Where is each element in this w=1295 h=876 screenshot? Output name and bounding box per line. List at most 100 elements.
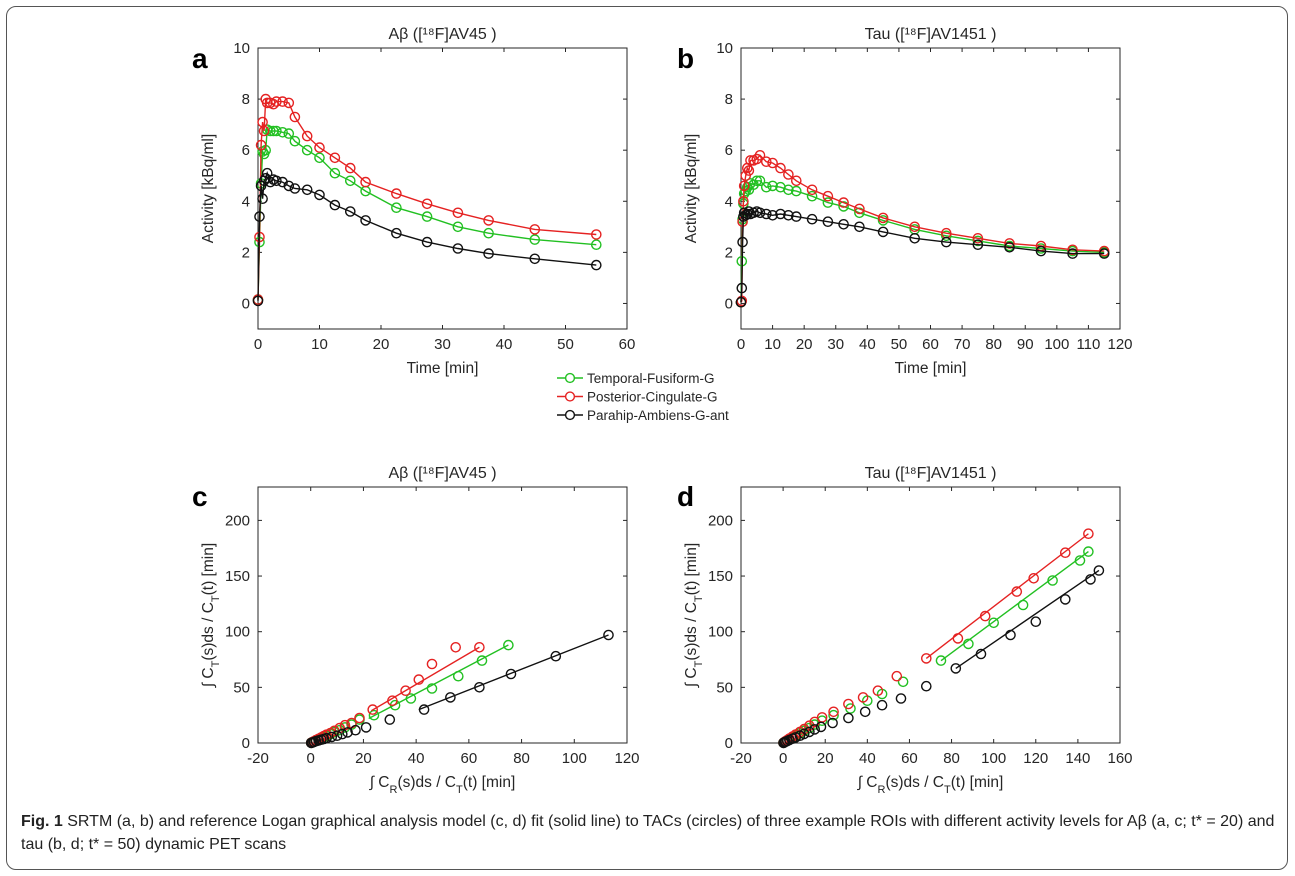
data-point [775,208,786,220]
series-line [740,180,1105,303]
data-point [843,698,854,710]
axes-box [257,486,628,744]
series-1 [735,149,1110,308]
panel-letter: a [192,43,208,74]
x-tick-label: 110 [1076,336,1100,353]
data-point [503,639,514,651]
data-point [421,198,433,210]
data-point [452,243,464,254]
data-point [450,642,462,653]
caption-label: Fig. 1 [21,813,63,830]
data-point [289,135,301,147]
data-point [271,96,282,107]
data-point [301,130,313,142]
axes-box [740,486,1121,744]
series-0 [252,124,602,305]
legend: Temporal-Fusiform-G Posterior-Cingulate-G… [557,371,729,423]
data-point [301,144,313,156]
data-point [529,224,541,235]
data-point [1093,565,1105,576]
data-point [822,197,834,208]
data-point [550,650,562,662]
data-point [909,232,921,244]
x-tick-label: 60 [461,750,478,767]
data-point [941,236,952,248]
x-tick-label: 0 [254,336,262,353]
y-tick-label: 2 [242,244,250,261]
data-point [257,193,268,204]
data-point [254,211,265,222]
data-point [1005,629,1016,641]
panel-letter: d [677,481,694,512]
data-point [474,642,485,653]
data-point [476,655,488,666]
data-point [1030,616,1042,628]
data-point [277,96,288,107]
legend-label: Parahip-Ambiens-G-ant [587,408,729,423]
data-point [426,683,438,694]
series-line [740,154,1105,303]
data-point [342,727,353,738]
legend-marker [564,391,576,402]
data-point [950,663,962,674]
y-tick-label: 150 [225,568,250,585]
data-point [1074,555,1086,566]
data-point [1017,599,1029,611]
data-point [775,162,786,174]
data-point [314,189,325,201]
x-tick-label: 100 [981,750,1006,767]
data-point [935,655,947,666]
data-point [271,125,282,137]
data-point [872,685,884,697]
data-point [329,167,341,179]
x-tick-label: 90 [1017,336,1034,353]
y-tick-label: 0 [242,735,250,752]
data-point [591,239,602,250]
data-point [387,695,398,707]
data-point [391,202,402,213]
data-point [264,176,276,188]
data-point [1098,248,1110,259]
data-point [258,125,270,137]
data-point [1004,241,1015,253]
data-point [735,296,747,308]
data-point [1067,248,1078,259]
data-point [897,676,909,688]
data-point [754,207,766,219]
data-point [791,175,802,187]
data-point [876,699,888,711]
x-tick-label: 40 [408,750,425,767]
data-point [334,722,346,734]
data-point [413,674,425,685]
x-tick-label: 40 [859,750,876,767]
fit-line [370,646,480,712]
fit-line [955,569,1100,670]
data-point [952,633,964,644]
chart-title: Tau ([¹⁸F]AV1451 ) [865,465,997,482]
series-2 [252,167,602,307]
data-point [277,127,288,138]
data-point [822,190,834,202]
x-axis-label: Time [min] [407,360,479,377]
data-point [1067,244,1078,256]
data-point [474,682,485,693]
x-tick-label: 0 [779,750,787,767]
data-point [1060,594,1071,605]
x-tick-label: 30 [827,336,844,353]
fit-line [418,634,609,711]
legend-label: Posterior-Cingulate-G [587,390,718,405]
x-tick-label: 50 [557,336,574,353]
data-point [859,706,871,718]
data-point [301,184,313,196]
data-point [391,188,402,199]
data-point [529,253,541,265]
x-tick-label: 80 [985,336,1002,353]
data-point [972,239,984,250]
series-line [740,210,1105,303]
data-point [452,207,464,219]
panel-a: a Aβ ([¹⁸F]AV45 ) 0 10 20 30 40 50 60 0 2 4 6 8 10 Time… [192,26,635,377]
chart-title: Aβ ([¹⁸F]AV45 ) [388,465,496,482]
data-point [1028,573,1039,584]
data-point [767,209,778,221]
